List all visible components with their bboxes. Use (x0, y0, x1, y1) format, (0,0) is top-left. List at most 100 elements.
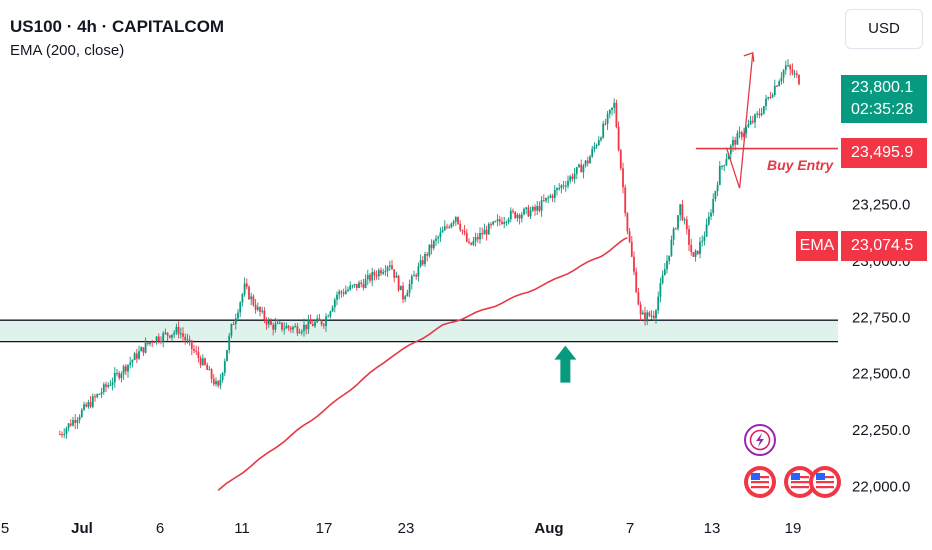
candle (98, 393, 101, 396)
candle (481, 227, 484, 239)
candle (331, 305, 334, 313)
us-flag-icon[interactable] (809, 466, 841, 498)
candle (355, 284, 358, 291)
candle (485, 225, 488, 241)
candle (652, 310, 655, 321)
candle (281, 322, 283, 332)
candle (617, 121, 620, 152)
x-tick-label: 13 (704, 520, 721, 537)
candle (78, 414, 81, 424)
x-tick-label: 5 (1, 520, 9, 537)
candle (696, 250, 699, 255)
candle (85, 402, 88, 408)
candle (289, 326, 292, 333)
y-axis: 22,000.022,250.022,500.022,750.023,000.0… (852, 197, 910, 496)
symbol-title[interactable]: US100 · 4h · CAPITALCOM (10, 17, 225, 36)
candle (791, 63, 794, 76)
candle (208, 366, 211, 371)
candle (243, 277, 246, 297)
candle (580, 159, 583, 173)
candle (261, 306, 264, 314)
indicator-label[interactable]: EMA (200, close) (10, 42, 125, 59)
candle (122, 364, 125, 380)
candle (527, 204, 530, 218)
candle (296, 323, 299, 337)
candle (248, 285, 250, 301)
candle (600, 136, 602, 142)
candle (333, 297, 336, 313)
candle (87, 399, 90, 409)
x-tick-label: 6 (156, 520, 164, 537)
candle (650, 310, 653, 320)
candle (149, 341, 151, 347)
y-tick-label: 22,000.0 (852, 479, 910, 496)
lightning-icon[interactable] (744, 424, 776, 456)
projection-arrowhead (743, 51, 755, 62)
candle (637, 287, 640, 306)
candle (655, 308, 657, 324)
candle (426, 252, 429, 262)
candle (428, 244, 431, 258)
candle (215, 377, 217, 387)
candle (584, 159, 587, 168)
candle (538, 201, 541, 213)
buy-arrow-icon (554, 345, 577, 383)
candle (657, 291, 660, 315)
candle (795, 70, 798, 79)
candle (424, 251, 426, 267)
candle (263, 307, 266, 324)
candle (663, 263, 666, 276)
candle (228, 332, 231, 354)
candle (476, 233, 479, 243)
candle (377, 268, 380, 281)
candle (439, 227, 442, 242)
candle (285, 322, 288, 329)
x-axis: 5 Jul 6 11 17 23 Aug 7 13 19 (1, 520, 802, 537)
candle (204, 357, 206, 366)
candle (483, 223, 486, 235)
candle (613, 98, 616, 114)
candle (223, 358, 226, 377)
candle (320, 319, 323, 327)
candle (494, 220, 497, 223)
candle (707, 211, 710, 226)
candle (287, 324, 290, 331)
candle (615, 99, 618, 129)
us-flag-icon[interactable] (784, 466, 816, 498)
us-flag-icon[interactable] (744, 466, 776, 498)
last-price-tag: 23,800.1 02:35:28 (841, 75, 927, 123)
candle (107, 382, 110, 389)
candle (628, 228, 631, 244)
candle (177, 321, 180, 339)
candle (151, 339, 154, 348)
candle (325, 313, 327, 332)
candle (459, 220, 462, 232)
candle (534, 204, 536, 216)
candle (142, 347, 145, 357)
candle (283, 322, 286, 335)
candle (582, 163, 585, 179)
candle (179, 327, 182, 339)
candle (569, 174, 572, 184)
candle (375, 270, 378, 280)
candle (679, 204, 682, 221)
candle (391, 259, 393, 270)
candle (188, 335, 191, 346)
candle (710, 209, 712, 220)
candle (265, 317, 268, 330)
candle (767, 96, 770, 101)
currency-button[interactable]: USD (845, 9, 923, 49)
candle (300, 329, 303, 336)
candle (307, 314, 310, 334)
candle (470, 242, 473, 246)
candle (274, 317, 277, 333)
candle (267, 317, 270, 328)
candle (109, 380, 112, 386)
candle (765, 94, 767, 111)
candle (435, 235, 437, 246)
chart-legend: US100 · 4h · CAPITALCOM EMA (200, close) (10, 16, 224, 62)
candle (606, 110, 609, 130)
candle (210, 368, 213, 383)
candle (58, 430, 61, 436)
